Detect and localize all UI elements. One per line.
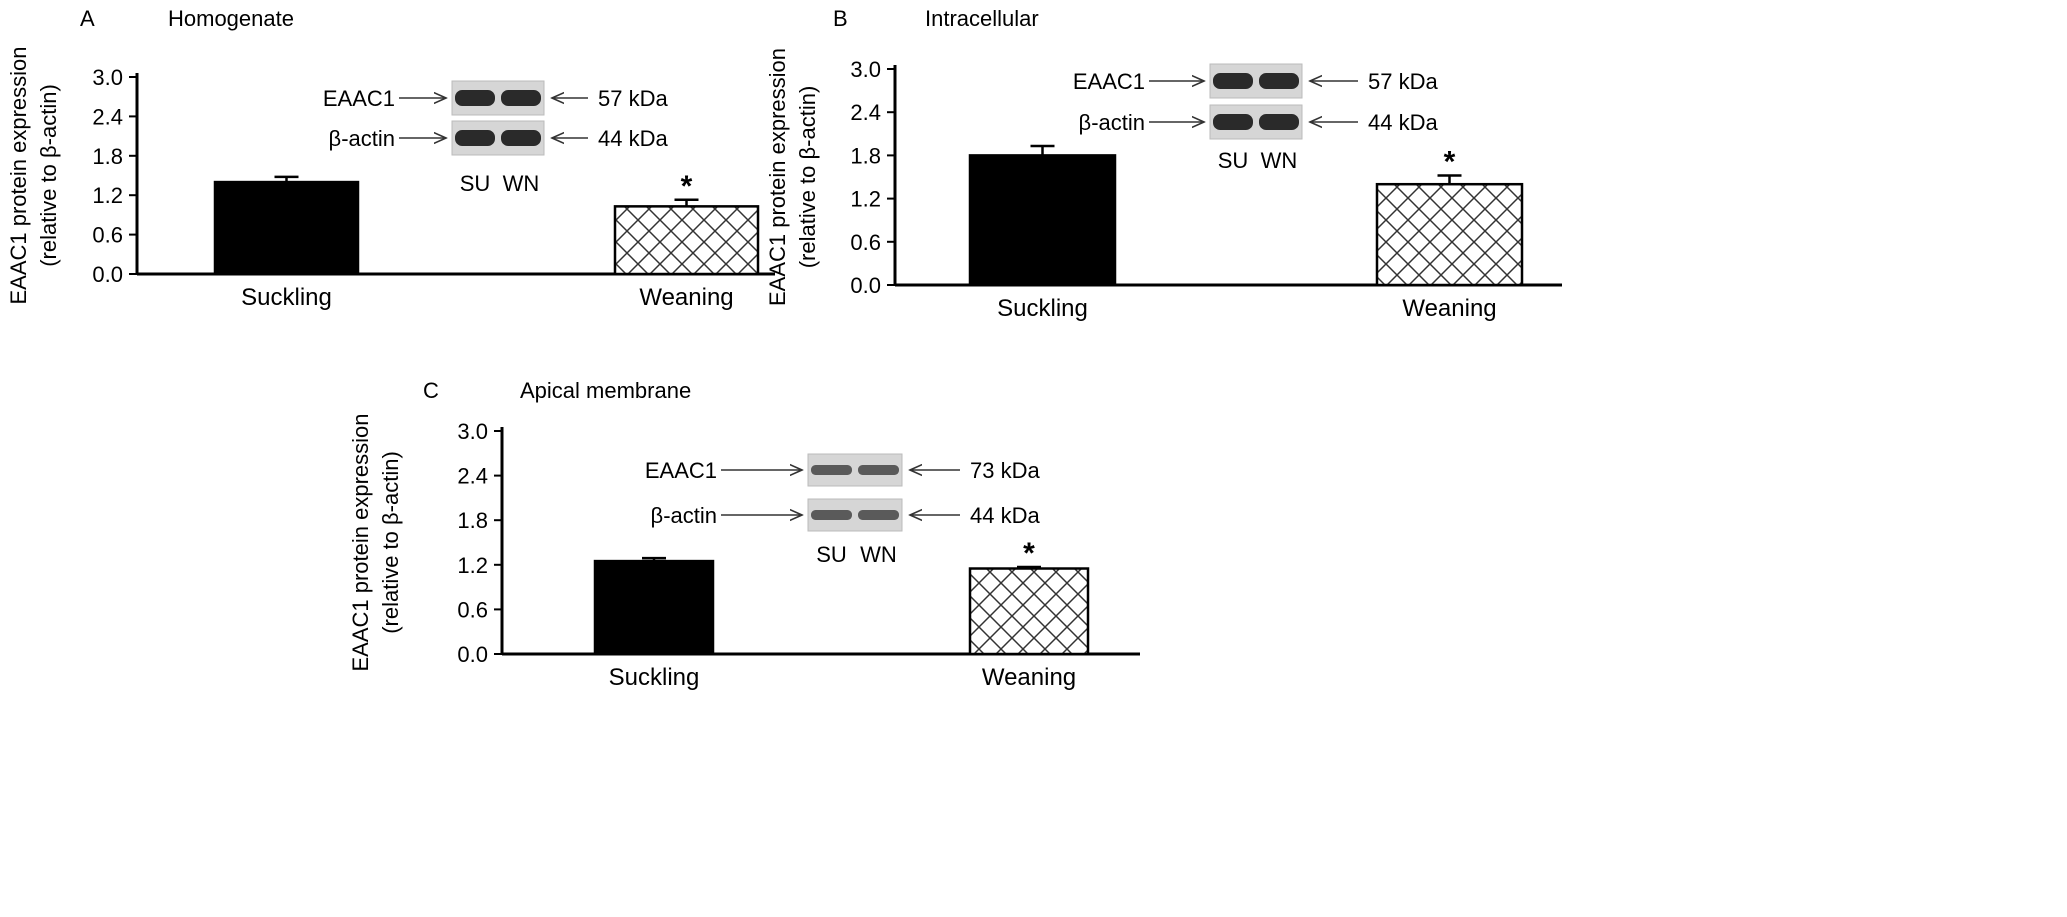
panel-letter: B <box>833 6 848 31</box>
y-axis-label: EAAC1 protein expression (relative to β-a… <box>348 413 403 671</box>
blot-band-beta-actin <box>1213 114 1253 130</box>
blot-kda-beta-actin: 44 kDa <box>598 126 668 151</box>
blot-lane-label: SU <box>816 542 847 567</box>
blot-band-eaac1 <box>455 90 495 106</box>
significance-marker: * <box>681 170 693 203</box>
blot-kda-eaac1: 57 kDa <box>1368 69 1438 94</box>
panel-letter: A <box>80 6 95 31</box>
y-axis-label: EAAC1 protein expression (relative to β-a… <box>6 46 61 304</box>
y-tick-label: 1.2 <box>850 187 881 212</box>
blot-band-beta-actin <box>455 130 495 146</box>
bar-suckling <box>593 559 715 656</box>
bar-suckling <box>213 180 360 276</box>
blot-lane-label: SU <box>460 171 491 196</box>
y-tick-label: 3.0 <box>92 65 123 90</box>
blot-lane-label: WN <box>860 542 897 567</box>
y-tick-label: 2.4 <box>850 100 881 125</box>
y-tick-label: 0.0 <box>850 273 881 298</box>
y-tick-label: 0.0 <box>457 642 488 667</box>
y-tick-label: 1.8 <box>457 508 488 533</box>
blot-band-eaac1 <box>1213 73 1253 89</box>
blot-kda-beta-actin: 44 kDa <box>970 503 1040 528</box>
blot-lane-label: WN <box>503 171 540 196</box>
y-axis-label-line2: (relative to β-actin) <box>378 451 403 634</box>
y-tick-label: 1.8 <box>850 143 881 168</box>
bar-weaning <box>968 567 1090 656</box>
blot-band-eaac1 <box>858 465 899 475</box>
significance-marker: * <box>1444 146 1456 179</box>
x-category-label: Suckling <box>241 284 332 311</box>
blot-label-beta-actin: β-actin <box>651 503 717 528</box>
blot-band-eaac1 <box>1259 73 1299 89</box>
x-category-label: Suckling <box>609 664 700 691</box>
x-category-label: Suckling <box>997 295 1088 322</box>
bar-weaning <box>613 205 760 276</box>
y-axis-label-line1: EAAC1 protein expression <box>348 413 373 671</box>
y-axis-label-line2: (relative to β-actin) <box>795 86 820 269</box>
panel-letter: C <box>423 378 439 403</box>
significance-marker: * <box>1023 537 1035 570</box>
blot-label-beta-actin: β-actin <box>329 126 395 151</box>
y-tick-label: 3.0 <box>850 57 881 82</box>
y-tick-label: 1.2 <box>92 183 123 208</box>
blot-lane-label: SU <box>1218 148 1249 173</box>
blot-band-eaac1 <box>811 465 852 475</box>
blot-label-eaac1: EAAC1 <box>645 458 717 483</box>
y-tick-label: 0.0 <box>92 262 123 287</box>
y-tick-label: 2.4 <box>457 464 488 489</box>
blot-band-beta-actin <box>811 510 852 520</box>
blot-kda-eaac1: 73 kDa <box>970 458 1040 483</box>
x-category-label: Weaning <box>639 284 733 311</box>
y-tick-label: 2.4 <box>92 104 123 129</box>
y-tick-label: 0.6 <box>850 230 881 255</box>
bar-weaning <box>1375 182 1524 287</box>
panel-title: Intracellular <box>925 6 1039 31</box>
y-tick-label: 1.8 <box>92 144 123 169</box>
y-tick-label: 3.0 <box>457 419 488 444</box>
chart-panel-c: C Apical membrane EAAC1 protein expression… <box>348 378 1140 691</box>
blot-kda-beta-actin: 44 kDa <box>1368 110 1438 135</box>
blot-band-eaac1 <box>501 90 541 106</box>
blot-band-beta-actin <box>858 510 899 520</box>
y-axis-label-line2: (relative to β-actin) <box>36 84 61 267</box>
y-tick-label: 0.6 <box>457 597 488 622</box>
y-tick-label: 1.2 <box>457 553 488 578</box>
blot-label-eaac1: EAAC1 <box>1073 69 1145 94</box>
blot-lane-label: WN <box>1261 148 1298 173</box>
y-axis-label: EAAC1 protein expression (relative to β-a… <box>765 48 820 306</box>
blot-band-beta-actin <box>1259 114 1299 130</box>
bar-suckling <box>968 154 1117 287</box>
blot-label-eaac1: EAAC1 <box>323 86 395 111</box>
panel-title: Homogenate <box>168 6 294 31</box>
blot-kda-eaac1: 57 kDa <box>598 86 668 111</box>
panel-title: Apical membrane <box>520 378 691 403</box>
y-tick-label: 0.6 <box>92 223 123 248</box>
y-axis-label-line1: EAAC1 protein expression <box>6 46 31 304</box>
x-category-label: Weaning <box>1402 295 1496 322</box>
blot-label-beta-actin: β-actin <box>1079 110 1145 135</box>
chart-panel-b: B Intracellular EAAC1 protein expression (r… <box>765 6 1562 322</box>
x-category-label: Weaning <box>982 664 1076 691</box>
blot-band-beta-actin <box>501 130 541 146</box>
chart-panel-a: A Homogenate EAAC1 protein expression (rela… <box>6 6 775 311</box>
y-axis-label-line1: EAAC1 protein expression <box>765 48 790 306</box>
